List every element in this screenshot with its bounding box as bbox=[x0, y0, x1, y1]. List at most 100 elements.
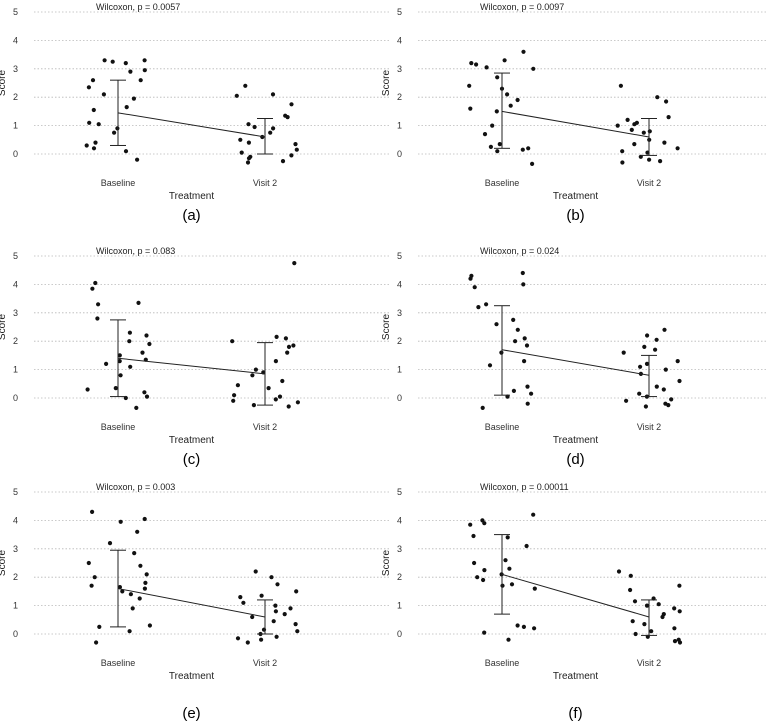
data-point bbox=[467, 83, 472, 88]
y-tick-label: 3 bbox=[13, 544, 18, 554]
data-point bbox=[273, 359, 278, 364]
data-point bbox=[294, 147, 299, 152]
data-point bbox=[123, 61, 128, 66]
data-point bbox=[117, 353, 122, 358]
y-tick-label: 0 bbox=[13, 629, 18, 639]
x-axis-title: Treatment bbox=[169, 191, 214, 202]
y-tick-label: 1 bbox=[397, 121, 402, 131]
y-tick-label: 0 bbox=[13, 393, 18, 403]
x-tick-label: Visit 2 bbox=[637, 422, 661, 432]
data-point bbox=[618, 83, 623, 88]
data-point bbox=[468, 106, 473, 111]
data-point bbox=[482, 521, 487, 526]
data-point bbox=[102, 58, 107, 63]
data-point bbox=[293, 142, 298, 147]
y-tick-label: 5 bbox=[397, 487, 402, 497]
data-point bbox=[118, 519, 123, 524]
data-point bbox=[245, 160, 251, 165]
panel-label: (d) bbox=[566, 451, 584, 468]
data-point bbox=[509, 582, 515, 587]
data-point bbox=[522, 336, 527, 341]
x-tick-label: Baseline bbox=[485, 658, 520, 668]
data-point bbox=[633, 631, 638, 637]
data-point bbox=[672, 639, 678, 644]
data-point bbox=[515, 623, 520, 628]
data-point bbox=[142, 390, 147, 395]
y-axis-title: Score bbox=[381, 70, 392, 97]
data-point bbox=[253, 569, 258, 574]
y-tick-label: 3 bbox=[13, 308, 18, 318]
wilcoxon-label: Wilcoxon, p = 0.0057 bbox=[96, 2, 180, 12]
data-point bbox=[469, 61, 474, 66]
data-point bbox=[144, 333, 149, 338]
data-point bbox=[84, 143, 89, 148]
y-tick-label: 5 bbox=[13, 7, 18, 17]
y-tick-label: 4 bbox=[397, 35, 402, 45]
panel-label: (e) bbox=[182, 705, 200, 722]
mean-line bbox=[117, 588, 266, 618]
data-point bbox=[482, 630, 487, 635]
data-point bbox=[642, 622, 647, 627]
data-point bbox=[615, 123, 620, 128]
data-point bbox=[91, 146, 97, 151]
x-tick-label: Visit 2 bbox=[253, 658, 277, 668]
mean-line bbox=[501, 573, 650, 618]
y-tick-label: 5 bbox=[13, 487, 18, 497]
data-point bbox=[526, 146, 531, 151]
y-tick-label: 1 bbox=[13, 601, 18, 611]
data-point bbox=[273, 397, 278, 402]
data-point bbox=[468, 276, 473, 281]
data-point bbox=[488, 144, 493, 149]
data-point bbox=[638, 364, 643, 369]
data-point bbox=[295, 400, 300, 405]
data-point bbox=[147, 623, 152, 628]
data-point bbox=[524, 343, 530, 348]
data-point bbox=[271, 619, 276, 624]
data-point bbox=[251, 403, 256, 408]
chart-panel-d: 0 1 2 3 4 5 Score Wilcoxon, p = 0.024 Baseline Vi… bbox=[381, 246, 768, 468]
data-point bbox=[482, 132, 488, 137]
x-tick-label: Visit 2 bbox=[637, 658, 661, 668]
data-point bbox=[490, 123, 495, 128]
data-point bbox=[662, 327, 667, 332]
mean-line bbox=[501, 349, 650, 376]
data-point bbox=[632, 142, 637, 147]
data-point bbox=[616, 569, 622, 574]
chart-panel-b: 0 1 2 3 4 5 Score Wilcoxon, p = 0.0097 Baseline V… bbox=[381, 2, 768, 224]
data-point bbox=[293, 622, 298, 627]
data-point bbox=[294, 589, 299, 594]
data-point bbox=[85, 387, 90, 392]
y-tick-label: 2 bbox=[397, 336, 402, 346]
data-point bbox=[136, 300, 141, 305]
data-point bbox=[138, 563, 143, 568]
data-point bbox=[245, 640, 250, 645]
data-point bbox=[132, 551, 137, 556]
data-point bbox=[672, 606, 677, 611]
data-point bbox=[531, 512, 536, 517]
y-tick-label: 3 bbox=[397, 308, 402, 318]
y-tick-label: 2 bbox=[13, 336, 18, 346]
x-tick-label: Baseline bbox=[101, 658, 136, 668]
data-point bbox=[90, 509, 95, 514]
data-point bbox=[138, 78, 143, 83]
data-point bbox=[268, 130, 273, 135]
data-point bbox=[515, 97, 520, 103]
y-tick-label: 5 bbox=[397, 251, 402, 261]
data-point bbox=[288, 606, 293, 611]
y-tick-label: 5 bbox=[13, 251, 18, 261]
data-point bbox=[520, 270, 525, 276]
data-point bbox=[530, 161, 535, 166]
y-tick-label: 4 bbox=[397, 515, 402, 525]
data-point bbox=[620, 160, 625, 165]
y-tick-label: 4 bbox=[13, 35, 18, 45]
data-point bbox=[142, 586, 147, 591]
data-point bbox=[677, 640, 683, 645]
y-axis-title: Score bbox=[0, 550, 8, 577]
data-point bbox=[90, 78, 96, 83]
data-point bbox=[472, 285, 477, 290]
data-point bbox=[649, 629, 654, 634]
data-point bbox=[234, 93, 239, 98]
wilcoxon-label: Wilcoxon, p = 0.083 bbox=[96, 246, 175, 256]
